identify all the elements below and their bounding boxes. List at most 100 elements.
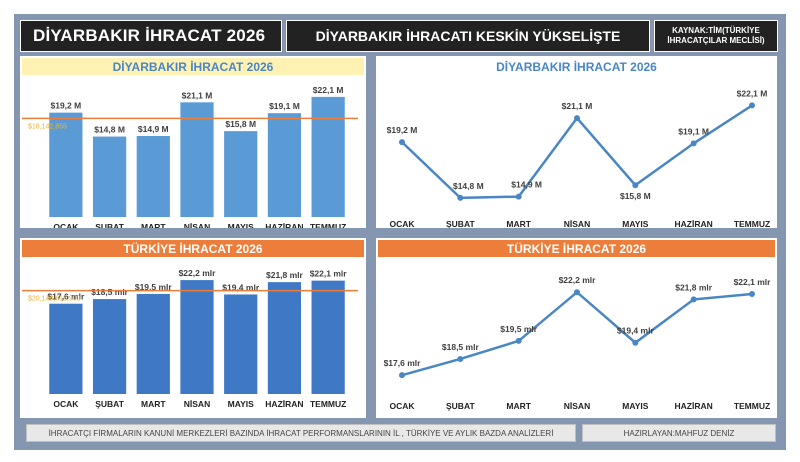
data-point bbox=[515, 337, 522, 344]
diyarbakir-bar-panel: DİYARBAKIR İHRACAT 2026 $19,2 M OCAK $14,8… bbox=[20, 56, 366, 228]
x-tick-label: ŞUBAT bbox=[95, 399, 124, 409]
chart-title: DİYARBAKIR İHRACAT 2026 bbox=[378, 58, 775, 75]
diyarbakir-line-chart: $19,2 M OCAK $14,8 M ŞUBAT $14,9 M MART $21,1 … bbox=[387, 88, 771, 228]
data-point bbox=[574, 289, 580, 296]
bar bbox=[180, 102, 214, 217]
turkiye-bar-panel: TÜRKİYE İHRACAT 2026 $17,6 mlr OCAK $18,5 … bbox=[20, 238, 366, 418]
data-label: $17,6 mlr bbox=[47, 292, 85, 302]
data-label: $22,1 M bbox=[737, 88, 768, 98]
data-label: $14,8 M bbox=[94, 125, 125, 135]
x-tick-label: HAZİRAN bbox=[675, 401, 713, 411]
x-tick-label: MART bbox=[141, 222, 166, 228]
bar bbox=[180, 280, 214, 394]
data-label: $19,4 mlr bbox=[222, 282, 260, 292]
data-label: $22,1 mlr bbox=[310, 269, 348, 279]
bar bbox=[311, 280, 345, 394]
x-tick-label: MART bbox=[506, 219, 531, 228]
x-tick-label: HAZİRAN bbox=[675, 219, 713, 228]
bar bbox=[311, 96, 345, 217]
data-point bbox=[690, 296, 697, 303]
x-tick-label: MAYIS bbox=[622, 401, 648, 411]
x-tick-label: TEMMUZ bbox=[734, 219, 770, 228]
average-label: $18,142,855 bbox=[28, 123, 67, 130]
x-tick-label: NİSAN bbox=[564, 401, 590, 411]
diyarbakir-bar-chart: $19,2 M OCAK $14,8 M ŞUBAT $14,9 M MART $21,1 … bbox=[22, 85, 358, 228]
data-label: $18,5 mlr bbox=[442, 342, 480, 352]
bar bbox=[267, 113, 302, 217]
data-label: $15,8 M bbox=[225, 119, 256, 129]
x-tick-label: MART bbox=[141, 399, 166, 409]
data-label: $19,2 M bbox=[50, 101, 81, 111]
x-tick-label: TEMMUZ bbox=[310, 222, 346, 228]
data-label: $21,8 mlr bbox=[675, 282, 713, 292]
data-point bbox=[457, 355, 464, 362]
footer-description: İHRACATÇI FİRMALARIN KANUNİ MERKEZLERİ B… bbox=[26, 424, 576, 442]
data-label: $21,1 M bbox=[182, 90, 213, 100]
dashboard-title: DİYARBAKIR İHRACAT 2026 bbox=[20, 20, 282, 52]
data-label: $21,1 M bbox=[562, 101, 593, 111]
diyarbakir-line-panel: DİYARBAKIR İHRACAT 2026 $19,2 M OCAK $14,8… bbox=[376, 56, 777, 228]
data-label: $19,1 M bbox=[269, 101, 300, 111]
x-tick-label: HAZİRAN bbox=[265, 399, 303, 409]
data-point bbox=[632, 339, 639, 346]
data-label: $19,5 mlr bbox=[135, 282, 173, 292]
x-tick-label: MAYIS bbox=[228, 399, 254, 409]
source-label: KAYNAK:TİM(TÜRKİYE İHRACATÇILAR MECLİSİ) bbox=[654, 20, 778, 52]
data-point bbox=[457, 194, 464, 201]
data-point bbox=[574, 115, 580, 122]
data-label: $22,1 M bbox=[313, 85, 344, 95]
bar bbox=[92, 136, 127, 217]
data-point bbox=[399, 372, 405, 379]
data-point bbox=[632, 182, 639, 189]
x-tick-label: ŞUBAT bbox=[446, 219, 475, 228]
data-label: $19,1 M bbox=[678, 126, 709, 136]
x-tick-label: NİSAN bbox=[184, 399, 210, 409]
x-tick-label: OCAK bbox=[389, 219, 415, 228]
data-point bbox=[399, 139, 405, 146]
bar bbox=[49, 303, 83, 394]
turkiye-bar-chart: $17,6 mlr OCAK $18,5 mlr ŞUBAT $19,5 mlr MART… bbox=[22, 268, 358, 409]
x-tick-label: OCAK bbox=[389, 401, 415, 411]
data-label: $14,9 M bbox=[511, 180, 542, 190]
data-label: $19,5 mlr bbox=[500, 324, 538, 334]
data-label: $22,2 mlr bbox=[559, 275, 597, 285]
data-label: $18,5 mlr bbox=[91, 287, 129, 297]
data-point bbox=[515, 193, 522, 200]
bar bbox=[267, 282, 302, 394]
data-label: $22,1 mlr bbox=[734, 277, 772, 287]
x-tick-label: OCAK bbox=[53, 222, 79, 228]
data-point bbox=[749, 102, 755, 109]
bar bbox=[49, 112, 83, 217]
bar bbox=[224, 294, 258, 394]
turkiye-line-chart: $17,6 mlr OCAK $18,5 mlr ŞUBAT $19,5 mlr MART… bbox=[384, 275, 772, 411]
chart-title: DİYARBAKIR İHRACAT 2026 bbox=[22, 58, 364, 75]
chart-title: TÜRKİYE İHRACAT 2026 bbox=[22, 240, 364, 257]
x-tick-label: HAZİRAN bbox=[265, 222, 303, 228]
data-label: $19,4 mlr bbox=[617, 326, 655, 336]
data-label: $15,8 M bbox=[620, 191, 651, 201]
x-tick-label: ŞUBAT bbox=[446, 401, 475, 411]
x-tick-label: TEMMUZ bbox=[310, 399, 346, 409]
bar bbox=[92, 299, 127, 394]
average-label: $20,148,616,900 bbox=[28, 296, 81, 303]
data-label: $19,2 M bbox=[387, 125, 418, 135]
footer-author: HAZIRLAYAN:MAHFUZ DENİZ bbox=[582, 424, 776, 442]
x-tick-label: MAYIS bbox=[622, 219, 648, 228]
x-tick-label: NİSAN bbox=[564, 219, 590, 228]
data-label: $17,6 mlr bbox=[384, 358, 422, 368]
bar bbox=[136, 293, 170, 394]
x-tick-label: NİSAN bbox=[184, 222, 210, 228]
x-tick-label: OCAK bbox=[53, 399, 79, 409]
data-label: $21,8 mlr bbox=[266, 270, 304, 280]
bar bbox=[224, 131, 258, 217]
x-tick-label: TEMMUZ bbox=[734, 401, 770, 411]
dashboard-subtitle: DİYARBAKIR İHRACATI KESKİN YÜKSELİŞTE bbox=[286, 20, 650, 52]
chart-title: TÜRKİYE İHRACAT 2026 bbox=[378, 240, 775, 257]
x-tick-label: ŞUBAT bbox=[95, 222, 124, 228]
data-label: $14,8 M bbox=[453, 181, 484, 191]
bar bbox=[136, 136, 170, 217]
data-label: $22,2 mlr bbox=[179, 268, 217, 278]
x-tick-label: MAYIS bbox=[228, 222, 254, 228]
data-point bbox=[749, 291, 755, 298]
data-point bbox=[690, 140, 697, 147]
